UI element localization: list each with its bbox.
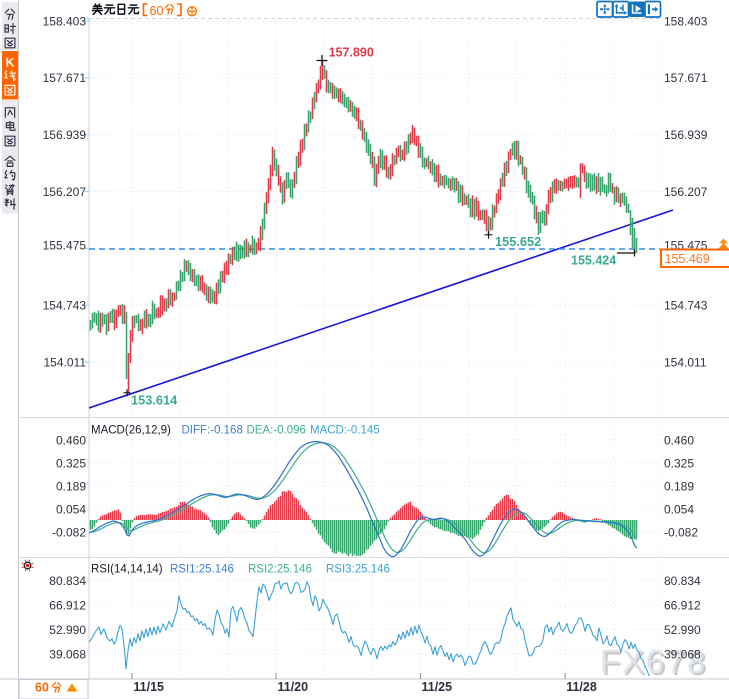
svg-text:154.011: 154.011 xyxy=(664,355,707,369)
svg-text:154.743: 154.743 xyxy=(664,299,708,313)
svg-text:11/15: 11/15 xyxy=(133,680,164,694)
svg-text:0.189: 0.189 xyxy=(56,479,86,493)
svg-text:-0.082: -0.082 xyxy=(664,525,698,539)
svg-text:66.912: 66.912 xyxy=(49,598,86,612)
svg-text:153.614: 153.614 xyxy=(131,393,178,408)
svg-text:155.469: 155.469 xyxy=(665,252,710,266)
svg-text:MACD:-0.145: MACD:-0.145 xyxy=(310,425,380,437)
svg-text:39.068: 39.068 xyxy=(664,647,701,661)
svg-text:154.011: 154.011 xyxy=(44,355,87,369)
svg-text:0.460: 0.460 xyxy=(664,433,694,447)
svg-text:RSI2:25.146: RSI2:25.146 xyxy=(248,564,312,576)
svg-text:156.207: 156.207 xyxy=(664,185,708,199)
svg-text:156.939: 156.939 xyxy=(664,128,708,142)
svg-text:RSI(14,14,14): RSI(14,14,14) xyxy=(91,564,163,576)
svg-text:156.207: 156.207 xyxy=(43,185,87,199)
svg-text:157.890: 157.890 xyxy=(329,45,374,59)
svg-text:39.068: 39.068 xyxy=(49,647,86,661)
svg-text:158.403: 158.403 xyxy=(43,14,87,28)
svg-text:0.460: 0.460 xyxy=(56,433,86,447)
svg-text:157.671: 157.671 xyxy=(43,71,87,85)
svg-text:80.834: 80.834 xyxy=(664,574,701,588)
svg-text:52.990: 52.990 xyxy=(49,623,86,637)
svg-text:0.054: 0.054 xyxy=(664,502,694,516)
svg-text:11/20: 11/20 xyxy=(278,680,309,694)
svg-text:FX678: FX678 xyxy=(602,645,709,682)
svg-text:FX678: FX678 xyxy=(600,643,707,680)
svg-text:0.325: 0.325 xyxy=(56,456,86,470)
svg-text:-0.082: -0.082 xyxy=(52,525,86,539)
svg-text:158.403: 158.403 xyxy=(664,14,708,28)
svg-text:60: 60 xyxy=(150,4,164,18)
svg-text:DIFF:-0.168: DIFF:-0.168 xyxy=(182,425,243,437)
svg-text:0.189: 0.189 xyxy=(664,479,694,493)
svg-text:RSI3:25.146: RSI3:25.146 xyxy=(326,564,390,576)
svg-text:60: 60 xyxy=(35,681,49,695)
svg-text:155.424: 155.424 xyxy=(571,254,616,268)
svg-text:0.325: 0.325 xyxy=(664,456,694,470)
svg-text:K: K xyxy=(6,56,15,70)
svg-text:11/25: 11/25 xyxy=(422,680,453,694)
svg-text:66.912: 66.912 xyxy=(664,598,701,612)
svg-text:52.990: 52.990 xyxy=(664,623,701,637)
svg-text:11/28: 11/28 xyxy=(566,680,597,694)
svg-text:155.652: 155.652 xyxy=(495,234,541,249)
svg-text:155.475: 155.475 xyxy=(43,239,87,253)
svg-text:0.054: 0.054 xyxy=(56,502,86,516)
svg-text:MACD(26,12,9): MACD(26,12,9) xyxy=(91,425,171,437)
svg-text:156.939: 156.939 xyxy=(43,128,87,142)
svg-text:157.671: 157.671 xyxy=(664,71,708,85)
svg-text:80.834: 80.834 xyxy=(49,574,86,588)
svg-text:RSI1:25.146: RSI1:25.146 xyxy=(170,564,234,576)
svg-text:DEA:-0.096: DEA:-0.096 xyxy=(247,425,306,437)
svg-text:154.743: 154.743 xyxy=(43,299,87,313)
